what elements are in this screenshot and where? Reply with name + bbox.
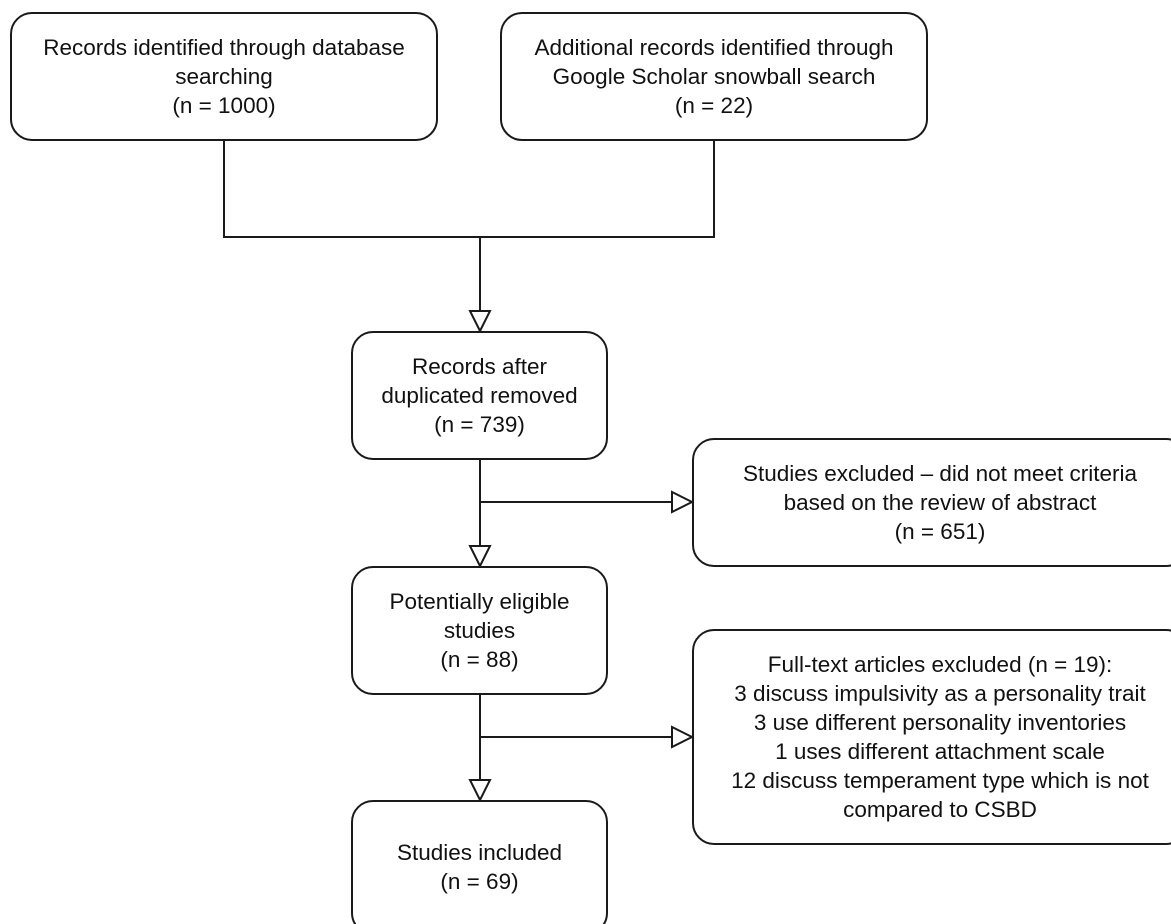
box-potentially-eligible: Potentially eligible studies (n = 88) [351,566,608,695]
box-line: 1 uses different attachment scale [775,739,1105,764]
box-studies-excluded-abstract: Studies excluded – did not meet criteria… [692,438,1171,567]
box-line: (n = 651) [894,519,986,544]
box-line: compared to CSBD [843,797,1037,822]
box-line: studies [443,618,516,643]
box-line: searching [175,64,273,89]
arrowhead-to-included [468,779,492,803]
connector-database-to-merge [223,141,480,238]
box-line: 3 use different personality inventories [753,710,1127,735]
arrowhead-to-eligible [468,545,492,569]
box-line: Records after [411,354,548,379]
box-fulltext-excluded: Full-text articles excluded (n = 19): 3 … [692,629,1171,845]
arrowhead-to-excluded-fulltext [671,725,695,749]
box-records-identified-scholar: Additional records identified through Go… [500,12,928,141]
box-line: (n = 739) [434,412,525,437]
box-line: (n = 22) [674,93,754,118]
box-line: Additional records identified through [534,35,894,60]
box-line: Studies excluded – did not meet criteria [743,461,1137,486]
box-records-identified-database: Records identified through database sear… [10,12,438,141]
arrowhead-to-duplicates [468,310,492,334]
box-line: Studies included [396,840,563,865]
box-line: duplicated removed [381,383,578,408]
arrowhead-to-excluded-abstract [671,490,695,514]
box-line: Records identified through database [43,35,405,60]
connector-scholar-to-merge [480,141,715,238]
box-studies-included: Studies included (n = 69) [351,800,608,924]
box-line: Potentially eligible [389,589,570,614]
box-line: 12 discuss temperament type which is not [731,768,1149,793]
box-line: (n = 88) [440,647,519,672]
box-line: based on the review of abstract [783,490,1097,515]
box-line: 3 discuss impulsivity as a personality t… [734,681,1146,706]
box-line: (n = 69) [440,869,519,894]
box-line: Full-text articles excluded (n = 19): [767,652,1113,677]
box-line: Google Scholar snowball search [552,64,876,89]
box-records-after-duplicates: Records after duplicated removed (n = 73… [351,331,608,460]
box-line: (n = 1000) [172,93,276,118]
